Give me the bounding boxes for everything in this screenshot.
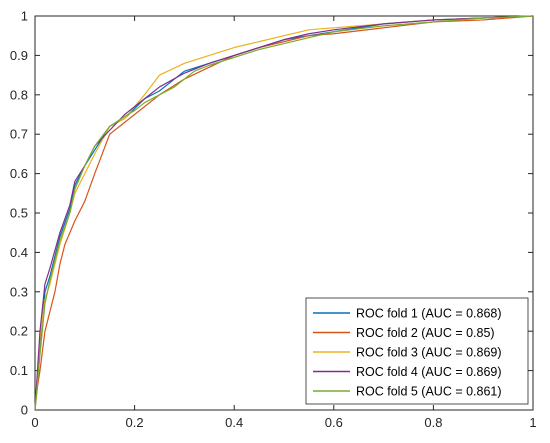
x-axis-ticks: 0 0.2 0.4 0.6 0.8 1 bbox=[31, 16, 537, 430]
y-tick-label: 0 bbox=[21, 403, 28, 418]
x-tick-label: 0 bbox=[31, 415, 38, 430]
y-tick-label: 1 bbox=[21, 9, 28, 24]
y-tick-label: 0.8 bbox=[10, 87, 28, 102]
x-tick-label: 1 bbox=[529, 415, 536, 430]
roc-fold-4-line bbox=[34, 15, 534, 411]
legend: ROC fold 1 (AUC = 0.868) ROC fold 2 (AUC … bbox=[305, 297, 529, 405]
legend-label-fold-5: ROC fold 5 (AUC = 0.861) bbox=[356, 385, 502, 399]
legend-box bbox=[305, 297, 529, 405]
x-tick-label: 0.8 bbox=[424, 415, 442, 430]
roc-fold-5-line bbox=[34, 15, 534, 411]
roc-series-lines bbox=[34, 15, 534, 411]
legend-label-fold-3: ROC fold 3 (AUC = 0.869) bbox=[356, 346, 502, 360]
legend-label-fold-4: ROC fold 4 (AUC = 0.869) bbox=[356, 365, 502, 379]
x-tick-label: 0.4 bbox=[225, 415, 243, 430]
roc-fold-2-line bbox=[34, 15, 534, 411]
legend-items: ROC fold 1 (AUC = 0.868) ROC fold 2 (AUC … bbox=[313, 307, 502, 399]
y-tick-label: 0.7 bbox=[10, 127, 28, 142]
y-tick-label: 0.3 bbox=[10, 284, 28, 299]
y-axis-ticks: 0 0.1 0.2 0.3 0.4 0.5 0.6 0.7 0.8 0.9 1 bbox=[10, 9, 533, 418]
y-tick-label: 0.9 bbox=[10, 48, 28, 63]
y-tick-label: 0.1 bbox=[10, 363, 28, 378]
roc-fold-3-line bbox=[34, 15, 534, 411]
legend-label-fold-1: ROC fold 1 (AUC = 0.868) bbox=[356, 307, 502, 321]
y-tick-label: 0.2 bbox=[10, 324, 28, 339]
y-tick-label: 0.5 bbox=[10, 206, 28, 221]
y-tick-label: 0.6 bbox=[10, 166, 28, 181]
legend-label-fold-2: ROC fold 2 (AUC = 0.85) bbox=[356, 326, 495, 340]
x-tick-label: 0.6 bbox=[325, 415, 343, 430]
y-tick-label: 0.4 bbox=[10, 245, 28, 260]
x-tick-label: 0.2 bbox=[126, 415, 144, 430]
